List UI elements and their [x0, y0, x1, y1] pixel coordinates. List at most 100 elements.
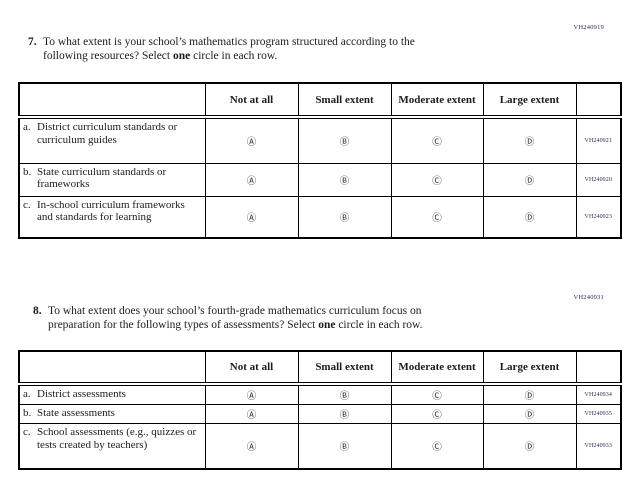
answer-circle-d[interactable]: Ⓓ	[524, 391, 535, 402]
table-row: b. State curriculum standards or framewor…	[18, 162, 622, 197]
row-label-text: State assessments	[37, 407, 115, 419]
answer-cell: Ⓓ	[482, 116, 577, 164]
answer-cell: Ⓑ	[297, 404, 392, 424]
answer-circle-b[interactable]: Ⓑ	[339, 441, 350, 453]
table-row: c. School assessments (e.g., quizzes or t…	[18, 423, 622, 469]
answer-cell: Ⓒ	[390, 423, 484, 469]
answer-circle-a[interactable]: Ⓐ	[246, 136, 257, 148]
answer-circle-d[interactable]: Ⓓ	[524, 410, 535, 421]
answer-cell: Ⓒ	[390, 195, 484, 239]
question-8-line1: To what extent does your school’s fourth…	[48, 305, 422, 317]
header-code-empty	[575, 350, 622, 386]
answer-circle-c[interactable]: Ⓒ	[432, 441, 442, 453]
question-8-line2-before: preparation for the following types of a…	[48, 318, 319, 331]
header-large-extent: Large extent	[482, 82, 577, 119]
answer-circle-c[interactable]: Ⓒ	[432, 175, 442, 187]
row-letter: a.	[23, 388, 31, 400]
question-8-line2: preparation for the following types of a…	[48, 319, 568, 333]
answer-circle-d[interactable]: Ⓓ	[524, 136, 535, 148]
header-large-extent: Large extent	[482, 350, 577, 386]
answer-circle-d[interactable]: Ⓓ	[524, 175, 535, 187]
row-label: a. District curriculum standards or curri…	[18, 116, 206, 164]
question-7-code: VH240919	[573, 24, 604, 31]
row-label-text: School assessments (e.g., quizzes or tes…	[37, 426, 197, 451]
answer-cell: Ⓒ	[390, 116, 484, 164]
row-code: VH240933	[575, 423, 622, 469]
row-label: b. State curriculum standards or framewor…	[18, 162, 206, 197]
row-letter: b.	[23, 407, 32, 419]
header-code-empty	[575, 82, 622, 119]
answer-circle-c[interactable]: Ⓒ	[432, 136, 442, 148]
table-row: c. In-school curriculum frameworks and st…	[18, 195, 622, 239]
answer-circle-a[interactable]: Ⓐ	[246, 441, 257, 453]
answer-cell: Ⓐ	[204, 404, 299, 424]
question-8-code: VH240931	[573, 294, 604, 301]
answer-cell: Ⓑ	[297, 423, 392, 469]
answer-cell: Ⓓ	[482, 162, 577, 197]
header-not-at-all: Not at all	[204, 82, 299, 119]
answer-circle-b[interactable]: Ⓑ	[339, 175, 350, 187]
question-8-table: Not at all Small extent Moderate extent …	[18, 350, 622, 470]
answer-circle-a[interactable]: Ⓐ	[246, 410, 257, 421]
answer-cell: Ⓒ	[390, 162, 484, 197]
answer-circle-d[interactable]: Ⓓ	[524, 441, 535, 453]
answer-cell: Ⓑ	[297, 116, 392, 164]
answer-circle-a[interactable]: Ⓐ	[246, 212, 257, 224]
header-moderate-extent: Moderate extent	[390, 350, 484, 386]
answer-cell: Ⓑ	[297, 195, 392, 239]
answer-circle-c[interactable]: Ⓒ	[432, 212, 442, 224]
row-label-text: In-school curriculum frameworks and stan…	[37, 198, 185, 224]
question-7-line2-after: circle in each row.	[190, 49, 278, 62]
row-code: VH240935	[575, 404, 622, 424]
question-7-text: To what extent is your school’s mathemat…	[43, 36, 563, 63]
row-letter: c.	[23, 426, 31, 438]
answer-circle-c[interactable]: Ⓒ	[432, 410, 442, 421]
answer-circle-a[interactable]: Ⓐ	[246, 391, 257, 402]
answer-circle-b[interactable]: Ⓑ	[339, 391, 350, 402]
question-7-line2-bold: one	[172, 49, 191, 62]
header-small-extent: Small extent	[297, 350, 392, 386]
row-label-text: District assessments	[37, 388, 126, 400]
answer-cell: Ⓒ	[390, 404, 484, 424]
row-label-text: District curriculum standards or curricu…	[37, 121, 178, 146]
answer-cell: Ⓐ	[204, 162, 299, 197]
answer-cell: Ⓐ	[204, 423, 299, 469]
answer-cell: Ⓓ	[482, 195, 577, 239]
question-8-line2-bold: one	[318, 318, 336, 331]
question-7-line2-before: following resources? Select	[43, 49, 173, 62]
answer-cell: Ⓐ	[204, 195, 299, 239]
row-code: VH240921	[575, 116, 622, 164]
answer-cell: Ⓓ	[482, 383, 577, 405]
answer-circle-c[interactable]: Ⓒ	[432, 391, 442, 402]
row-label: c. School assessments (e.g., quizzes or t…	[18, 423, 206, 469]
table-header-row: Not at all Small extent Moderate extent …	[18, 350, 622, 386]
row-label: b. State assessments	[18, 404, 206, 424]
header-not-at-all: Not at all	[204, 350, 299, 386]
row-letter: b.	[23, 165, 32, 178]
question-8-number: 8.	[33, 305, 42, 317]
question-7: 7. To what extent is your school’s mathe…	[28, 36, 563, 63]
row-code: VH240934	[575, 383, 622, 405]
question-8-text: To what extent does your school’s fourth…	[48, 305, 568, 332]
header-empty	[18, 350, 206, 386]
answer-cell: Ⓓ	[482, 423, 577, 469]
answer-cell: Ⓐ	[204, 383, 299, 405]
answer-cell: Ⓓ	[482, 404, 577, 424]
answer-circle-a[interactable]: Ⓐ	[246, 175, 257, 187]
row-code: VH240923	[575, 195, 622, 239]
answer-cell: Ⓒ	[390, 383, 484, 405]
table-row: b. State assessments Ⓐ Ⓑ Ⓒ Ⓓ VH240935	[18, 404, 622, 424]
header-small-extent: Small extent	[297, 82, 392, 119]
question-8: 8. To what extent does your school’s fou…	[33, 305, 568, 332]
row-label: c. In-school curriculum frameworks and st…	[18, 195, 206, 239]
answer-circle-b[interactable]: Ⓑ	[339, 212, 350, 224]
answer-circle-d[interactable]: Ⓓ	[524, 212, 535, 224]
table-row: a. District curriculum standards or curri…	[18, 116, 622, 164]
answer-circle-b[interactable]: Ⓑ	[339, 136, 350, 148]
row-code: VH240920	[575, 162, 622, 197]
answer-cell: Ⓐ	[204, 116, 299, 164]
question-7-line1: To what extent is your school’s mathemat…	[43, 36, 415, 48]
table-row: a. District assessments Ⓐ Ⓑ Ⓒ Ⓓ VH240934	[18, 383, 622, 405]
answer-circle-b[interactable]: Ⓑ	[339, 410, 350, 421]
row-label-text: State curriculum standards or frameworks	[37, 165, 167, 191]
